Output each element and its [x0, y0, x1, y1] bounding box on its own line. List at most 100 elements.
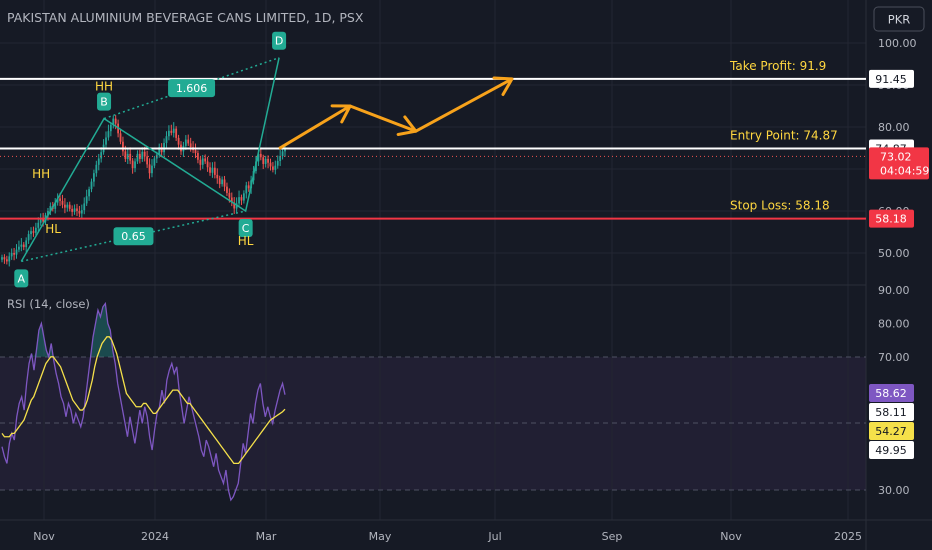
candle-body: [126, 153, 129, 159]
candle-body: [27, 234, 30, 241]
candle-body: [228, 192, 231, 198]
candle-body: [59, 198, 61, 201]
candle-body: [272, 166, 274, 170]
point-badge-b-bg[interactable]: [97, 92, 112, 111]
candle-body: [187, 139, 190, 144]
candle-body: [15, 249, 18, 255]
candle-body: [80, 210, 83, 214]
level-tag-bg-0: [869, 69, 914, 88]
candle-body: [138, 153, 141, 159]
price-levels[interactable]: Take Profit: 91.9 Entry Point: 74.87 Stop …: [0, 59, 866, 220]
rsi-ma-line: [1, 336, 286, 465]
grid-lines: [0, 0, 866, 520]
projection-arrowhead-1: [330, 104, 352, 124]
candle-body: [112, 118, 115, 125]
chart-title: PAKISTAN ALUMINIUM BEVERAGE CANS LIMITED…: [7, 10, 364, 25]
candle-body: [177, 137, 180, 145]
candle-body: [143, 151, 146, 157]
candle-body: [25, 240, 28, 248]
rsi-value-tag-bg: [869, 384, 914, 402]
candle-body: [66, 204, 69, 208]
time-tick-7: 2025: [834, 530, 862, 543]
ratio-badge-bd-bg: [168, 79, 216, 98]
time-tick-1: 2024: [141, 530, 169, 543]
time-tick-4: Jul: [487, 530, 501, 543]
rsi-ma-tag-bg: [869, 422, 914, 440]
level-tag-bg-2: [869, 209, 914, 228]
rsi-tick-0: 30.00: [878, 484, 910, 497]
candle-body: [245, 185, 248, 194]
point-badge-c-bg[interactable]: [238, 219, 253, 237]
point-badge-a: A: [18, 272, 26, 285]
point-badge-a-bg[interactable]: [14, 269, 29, 288]
projection-arrows[interactable]: [278, 76, 514, 150]
candle-body: [238, 197, 240, 204]
candle-body: [109, 124, 112, 132]
ratio-badge-ac: 0.65: [121, 230, 146, 243]
rsi-upper-tag: 58.11: [875, 406, 907, 419]
candle-body: [257, 153, 260, 162]
candle-body: [206, 161, 209, 168]
point-badge-d-bg[interactable]: [272, 31, 287, 50]
candle-body: [279, 155, 282, 162]
time-tick-2: Mar: [256, 530, 277, 543]
rsi-upper-tag-bg: [869, 403, 914, 421]
point-badge-d: D: [275, 35, 283, 48]
time-tick-0: Nov: [33, 530, 55, 543]
candle-body: [276, 161, 279, 166]
candle-body: [20, 244, 23, 247]
projection-path[interactable]: [278, 77, 513, 150]
candle-body: [13, 253, 15, 255]
candle-body: [119, 133, 122, 142]
candle-body: [226, 186, 228, 193]
candle-body: [88, 189, 90, 197]
candle-body: [204, 158, 207, 162]
candle-body: [230, 197, 233, 203]
candle-body: [129, 153, 132, 161]
candle-body: [42, 219, 45, 222]
candle-body: [218, 178, 221, 185]
candle-body: [124, 151, 127, 159]
candle-body: [184, 139, 187, 146]
candle-body: [158, 147, 161, 155]
time-tick-6: Nov: [720, 530, 742, 543]
rsi-line: [1, 301, 286, 502]
projection-arrowhead-2: [396, 115, 418, 136]
candle-body: [37, 222, 40, 228]
ratio-badge-bd: 1.606: [176, 82, 208, 95]
level-label-2: Stop Loss: 58.18: [730, 199, 830, 213]
candle-body: [54, 202, 57, 209]
candle-body: [160, 147, 163, 153]
rsi-title: RSI (14, close): [7, 297, 90, 311]
candle-body: [242, 193, 245, 201]
rsi-tick-3: 90.00: [878, 284, 910, 297]
rsi-ma-tag: 54.27: [875, 425, 907, 438]
time-tick-3: May: [369, 530, 392, 543]
candle-body: [216, 174, 219, 179]
xabcd-pattern[interactable]: 1.606 0.65 A B C D HH HH HL HL: [14, 31, 287, 288]
time-axis[interactable]: Nov 2024 Mar May Jul Sep Nov 2025: [33, 530, 862, 543]
price-tick-0: 50.00: [878, 247, 910, 260]
candle-body: [1, 257, 3, 260]
candle-body: [240, 197, 243, 201]
rsi-axis[interactable]: 30.00 70.00 80.00 90.00: [878, 284, 910, 497]
candle-body: [93, 173, 95, 182]
swing-label-0: HH: [95, 80, 113, 94]
candle-body: [83, 203, 86, 211]
candle-body: [61, 200, 64, 205]
level-tag-0: 91.45: [875, 73, 907, 86]
rsi-tick-2: 80.00: [878, 318, 910, 331]
candle-body: [30, 231, 32, 235]
pattern-ratio-line-ac: [21, 210, 246, 263]
rsi-value-tag: 58.62: [875, 387, 907, 400]
currency-button[interactable]: PKR: [873, 6, 925, 32]
candle-body: [18, 246, 20, 250]
candle-body: [49, 205, 52, 211]
candle-body: [32, 231, 35, 233]
candle-body: [22, 244, 25, 248]
rsi-lower-tag: 49.95: [875, 444, 907, 457]
candle-body: [201, 158, 204, 165]
pattern-line[interactable]: [20, 57, 280, 262]
candle-body: [167, 130, 170, 137]
